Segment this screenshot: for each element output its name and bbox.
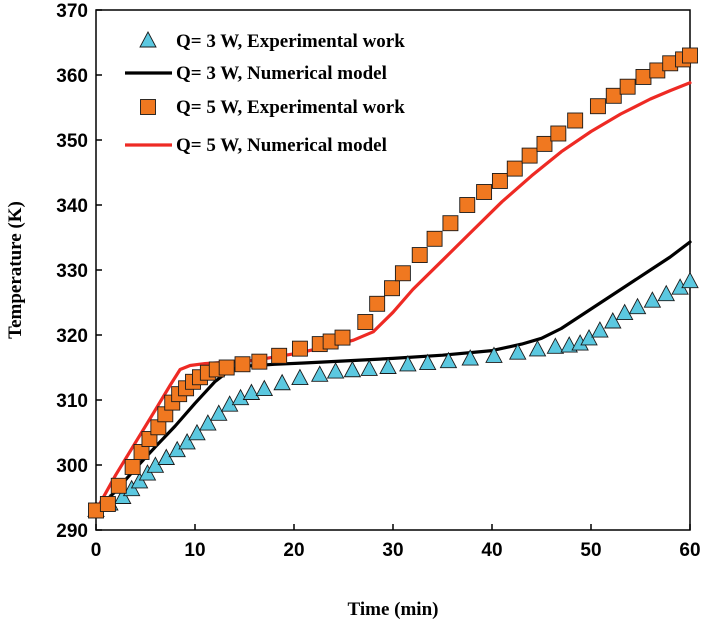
data-point bbox=[567, 112, 584, 129]
data-point bbox=[178, 432, 196, 450]
x-tick-label: 10 bbox=[184, 540, 205, 561]
y-axis-title: Temperature (K) bbox=[5, 201, 26, 339]
data-point bbox=[210, 404, 228, 421]
data-point bbox=[399, 354, 417, 372]
data-point bbox=[251, 353, 268, 370]
data-point bbox=[619, 78, 636, 95]
data-point bbox=[110, 477, 127, 494]
y-tick-label: 360 bbox=[56, 66, 88, 87]
x-tick-label: 40 bbox=[481, 540, 502, 561]
x-axis-title: Time (min) bbox=[348, 599, 439, 620]
data-point bbox=[326, 362, 345, 379]
series-line bbox=[94, 240, 692, 513]
data-point bbox=[99, 496, 116, 512]
x-tick-label: 0 bbox=[91, 540, 102, 561]
series-1 bbox=[94, 240, 692, 513]
data-point bbox=[384, 280, 400, 297]
data-point bbox=[360, 359, 378, 376]
plot-frame bbox=[95, 9, 691, 531]
data-point bbox=[476, 184, 493, 200]
legend-label: Q= 5 W, Experimental work bbox=[176, 97, 405, 118]
data-point bbox=[426, 230, 443, 247]
data-point bbox=[357, 314, 374, 330]
data-point bbox=[508, 343, 527, 360]
data-point bbox=[291, 368, 309, 385]
data-point bbox=[628, 297, 647, 315]
legend-label: Q= 5 W, Numerical model bbox=[176, 135, 387, 156]
legend-marker-swatch bbox=[139, 31, 157, 48]
y-axis: 290 300 310 320 330 340 350 360 370 bbox=[56, 1, 102, 542]
y-tick-label: 310 bbox=[56, 391, 88, 412]
data-point bbox=[589, 98, 606, 115]
data-point bbox=[506, 160, 523, 177]
legend: Q= 3 W, Experimental work Q= 3 W, Numeric… bbox=[125, 31, 405, 156]
data-point bbox=[521, 147, 538, 164]
data-point bbox=[682, 47, 698, 64]
series-3 bbox=[94, 81, 692, 513]
data-point bbox=[643, 291, 662, 308]
series-line bbox=[94, 81, 692, 513]
series-layer bbox=[87, 47, 699, 519]
data-point bbox=[343, 360, 362, 378]
x-tick-label: 60 bbox=[679, 540, 700, 561]
data-point bbox=[459, 197, 476, 213]
data-point bbox=[528, 339, 547, 357]
data-point bbox=[605, 87, 622, 104]
y-tick-label: 290 bbox=[56, 521, 88, 542]
data-point bbox=[188, 423, 206, 441]
data-point bbox=[271, 347, 288, 364]
data-point bbox=[439, 351, 458, 369]
x-tick-label: 20 bbox=[283, 540, 304, 561]
data-point bbox=[546, 337, 565, 354]
y-tick-label: 320 bbox=[56, 326, 88, 347]
data-point bbox=[273, 373, 291, 391]
data-point bbox=[536, 135, 553, 152]
data-point bbox=[379, 357, 397, 374]
data-point bbox=[604, 312, 622, 329]
legend-marker-swatch bbox=[140, 99, 156, 115]
y-tick-label: 300 bbox=[56, 456, 88, 477]
data-point bbox=[681, 271, 699, 289]
data-point bbox=[199, 414, 217, 431]
data-point bbox=[369, 295, 386, 312]
y-tick-label: 370 bbox=[56, 1, 88, 22]
y-tick-label: 340 bbox=[56, 196, 88, 217]
data-point bbox=[491, 172, 508, 189]
data-point bbox=[234, 356, 251, 373]
x-tick-label: 50 bbox=[580, 540, 601, 561]
data-point bbox=[242, 383, 261, 400]
data-point bbox=[615, 303, 634, 320]
legend-label: Q= 3 W, Experimental work bbox=[176, 31, 405, 52]
x-axis: 0 10 20 30 40 50 60 bbox=[91, 524, 701, 561]
series-2 bbox=[88, 47, 698, 519]
data-point bbox=[657, 284, 675, 302]
data-point bbox=[442, 215, 459, 232]
data-point bbox=[255, 379, 274, 397]
data-point bbox=[485, 346, 503, 363]
data-point bbox=[310, 365, 329, 382]
data-point bbox=[591, 321, 609, 338]
y-tick-label: 350 bbox=[56, 131, 88, 152]
data-point bbox=[291, 340, 308, 357]
plot-area-border bbox=[95, 9, 691, 531]
data-point bbox=[550, 125, 567, 142]
data-point bbox=[141, 431, 158, 447]
data-point bbox=[334, 329, 351, 346]
x-tick-label: 30 bbox=[382, 540, 403, 561]
data-point bbox=[411, 247, 428, 264]
data-point bbox=[124, 459, 141, 475]
data-point bbox=[635, 68, 652, 85]
data-point bbox=[461, 349, 479, 366]
legend-label: Q= 3 W, Numerical model bbox=[176, 63, 387, 84]
data-point bbox=[218, 359, 235, 376]
y-tick-label: 330 bbox=[56, 261, 88, 282]
data-point bbox=[418, 353, 437, 371]
data-point bbox=[394, 265, 411, 282]
